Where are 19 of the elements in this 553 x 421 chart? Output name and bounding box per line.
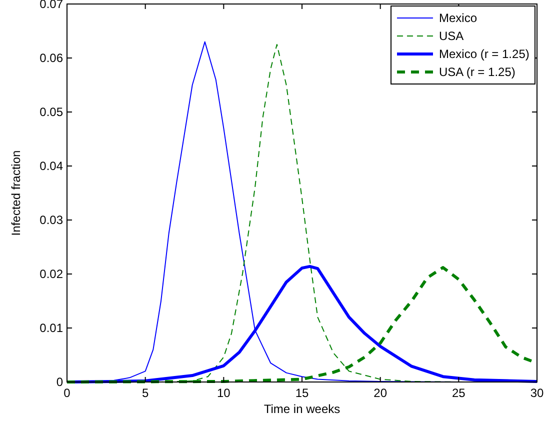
x-tick-label: 5	[142, 386, 149, 400]
y-axis-title: Infected fraction	[9, 150, 23, 236]
x-tick-label: 10	[216, 386, 231, 400]
legend-label: USA (r = 1.25)	[439, 65, 516, 79]
y-tick-label: 0	[56, 375, 64, 389]
y-tick-label: 0.05	[40, 105, 64, 119]
y-tick-label: 0.06	[40, 51, 64, 65]
y-tick-label: 0.02	[40, 267, 64, 281]
y-tick-label: 0.04	[40, 159, 64, 173]
x-tick-label: 20	[374, 386, 388, 400]
legend-label: Mexico	[439, 11, 478, 25]
legend-label: USA	[439, 29, 464, 43]
legend-label: Mexico (r = 1.25)	[439, 47, 530, 61]
x-tick-label: 25	[452, 386, 466, 400]
y-tick-label: 0.03	[40, 213, 64, 227]
x-tick-label: 15	[295, 386, 309, 400]
x-tick-label: 30	[530, 386, 544, 400]
x-axis-title: Time in weeks	[264, 402, 340, 416]
y-tick-label: 0.01	[40, 321, 64, 335]
